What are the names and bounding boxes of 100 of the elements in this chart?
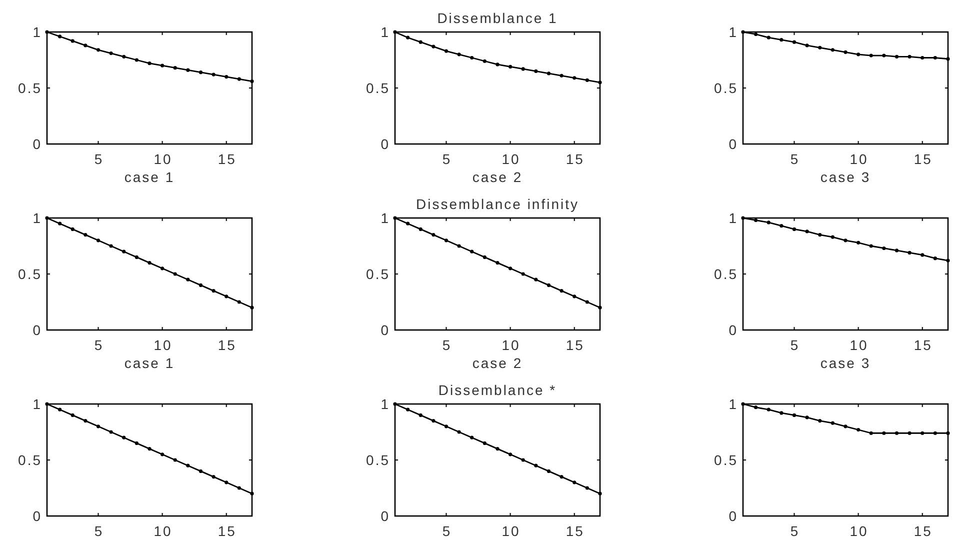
x-tick-label: 5 — [790, 151, 800, 167]
point — [844, 50, 848, 54]
x-tick-label: 5 — [442, 523, 452, 539]
point — [212, 72, 216, 76]
x-tick-label: 5 — [94, 151, 104, 167]
point — [173, 458, 177, 462]
x-tick-label: 5 — [790, 523, 800, 539]
point — [869, 244, 873, 248]
point — [84, 44, 88, 48]
point — [508, 266, 512, 270]
point — [134, 255, 138, 259]
point — [134, 58, 138, 62]
point — [766, 36, 770, 40]
point — [920, 431, 924, 435]
point — [470, 436, 474, 440]
x-tick-label: 15 — [914, 523, 932, 539]
y-tick-label: 1 — [728, 396, 738, 412]
point — [856, 428, 860, 432]
point — [237, 300, 241, 304]
point — [122, 436, 126, 440]
x-axis-title: case 1 — [124, 355, 175, 371]
point — [534, 278, 538, 282]
point — [946, 57, 950, 61]
x-tick-label: 10 — [154, 337, 172, 353]
y-tick-label: 1 — [32, 396, 42, 412]
point — [598, 306, 602, 310]
point — [148, 261, 152, 265]
x-axis-title: case 2 — [472, 169, 523, 185]
y-tick-label: 0.5 — [366, 80, 390, 96]
point — [96, 424, 100, 428]
point — [869, 54, 873, 58]
point — [198, 469, 203, 473]
point — [560, 74, 564, 78]
chart-title: Dissemblance 1 — [437, 10, 558, 26]
point — [508, 64, 512, 69]
point — [830, 421, 834, 425]
point — [920, 56, 924, 60]
point — [805, 44, 809, 48]
point — [572, 480, 576, 484]
point — [780, 411, 784, 415]
point — [250, 79, 254, 84]
point — [198, 70, 203, 74]
x-tick-label: 15 — [566, 523, 584, 539]
y-tick-label: 0.5 — [714, 80, 738, 96]
point — [818, 419, 822, 423]
point — [84, 419, 88, 423]
y-tick-label: 1 — [32, 210, 42, 226]
point — [560, 289, 564, 293]
point — [122, 54, 126, 58]
point — [96, 48, 100, 52]
x-tick-label: 10 — [154, 523, 172, 539]
chart-title: Dissemblance infinity — [416, 196, 579, 212]
point — [766, 220, 770, 224]
y-tick-label: 0 — [728, 322, 738, 338]
point — [792, 413, 796, 417]
x-tick-label: 15 — [218, 151, 236, 167]
point — [212, 475, 216, 479]
y-tick-label: 0.5 — [18, 80, 42, 96]
point — [198, 283, 203, 287]
point — [70, 413, 74, 417]
point — [844, 424, 848, 428]
point — [432, 233, 436, 237]
y-tick-label: 1 — [728, 210, 738, 226]
point — [250, 306, 254, 310]
x-tick-label: 10 — [850, 523, 868, 539]
point — [946, 431, 950, 435]
point — [173, 66, 177, 70]
point — [496, 62, 500, 66]
point — [572, 76, 576, 80]
point — [856, 240, 860, 244]
point — [212, 289, 216, 293]
x-tick-label: 5 — [442, 151, 452, 167]
x-tick-label: 15 — [914, 151, 932, 167]
point — [534, 69, 538, 73]
x-tick-label: 5 — [94, 337, 104, 353]
x-tick-label: 10 — [154, 151, 172, 167]
point — [406, 408, 410, 412]
point — [160, 266, 164, 270]
point — [754, 32, 758, 36]
point — [58, 34, 62, 38]
point — [766, 408, 770, 412]
point — [933, 431, 937, 435]
point — [237, 486, 241, 490]
point — [830, 48, 834, 52]
y-tick-label: 1 — [380, 210, 390, 226]
point — [882, 54, 886, 58]
point — [58, 222, 62, 226]
point — [84, 233, 88, 237]
point — [418, 413, 422, 417]
point — [754, 218, 758, 222]
point — [444, 238, 448, 242]
point — [882, 246, 886, 250]
y-tick-label: 0 — [728, 508, 738, 524]
point — [894, 54, 899, 58]
point — [882, 431, 886, 435]
point — [470, 56, 474, 60]
y-tick-label: 0 — [380, 136, 390, 152]
point — [521, 272, 525, 276]
point — [946, 258, 950, 262]
point — [109, 430, 113, 434]
